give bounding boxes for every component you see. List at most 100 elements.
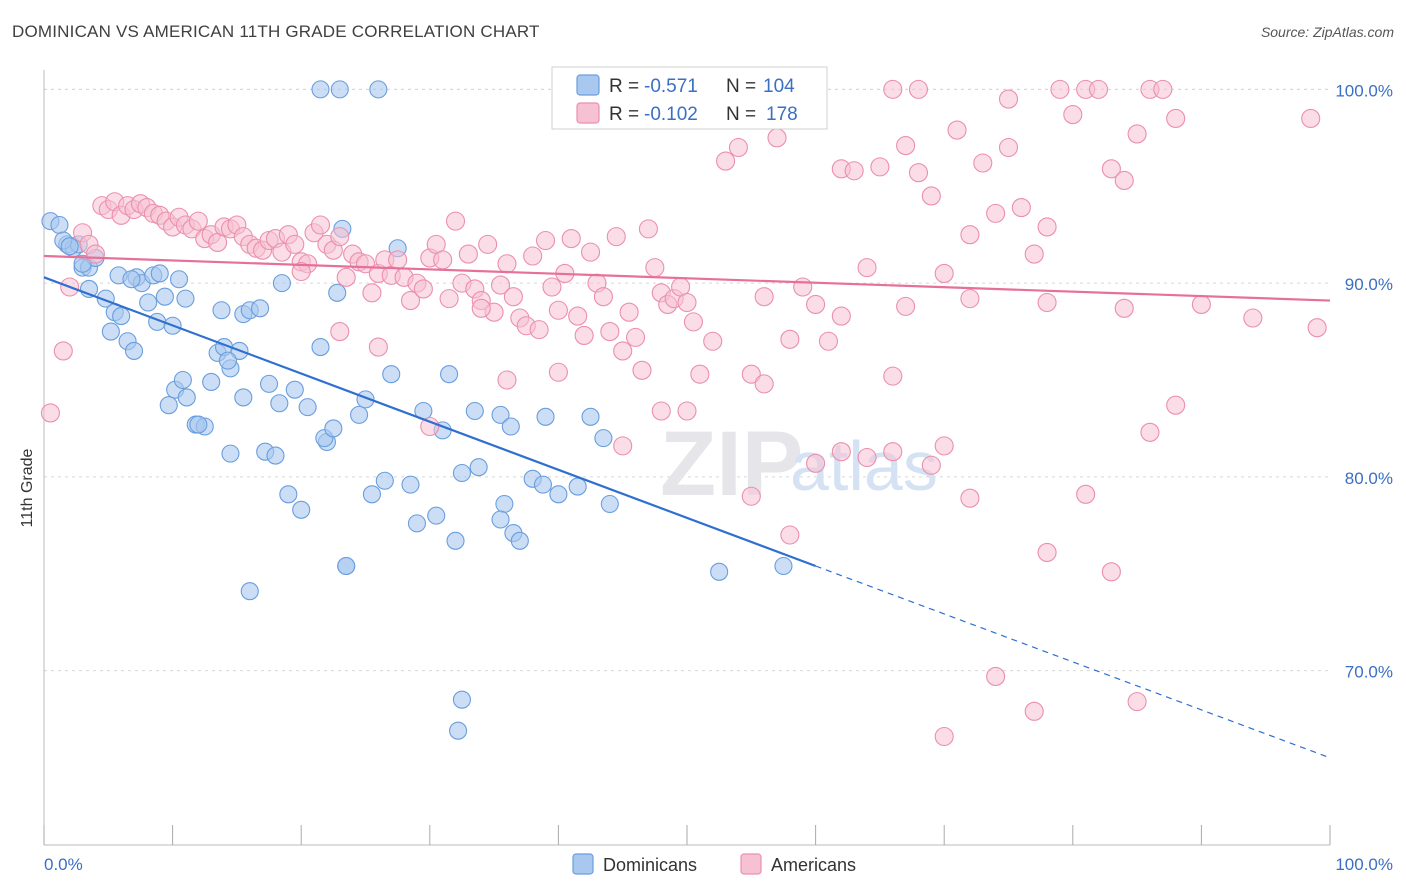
americans-point-104 [754, 374, 774, 394]
americans-point-21 [188, 211, 208, 231]
americans-point-157 [1037, 542, 1057, 562]
americans-point-81 [574, 325, 594, 345]
americans-point-124 [1011, 198, 1031, 218]
dominicans-trend-line [43, 276, 816, 568]
americans-point-70 [503, 287, 523, 307]
americans-point-84 [593, 287, 613, 307]
chart-title: DOMINICAN VS AMERICAN 11TH GRADE CORRELA… [12, 22, 540, 41]
americans-point-112 [857, 258, 877, 278]
legend-n-label-2: N = [726, 104, 756, 125]
americans-point-154 [960, 488, 980, 508]
americans-point-99 [690, 364, 710, 384]
bottom-legend: Dominicans Americans [572, 853, 856, 875]
americans-point-175 [1243, 308, 1263, 328]
y-tick-labels: 100.0% 90.0% 80.0% 70.0% [1335, 81, 1393, 681]
dominicans-point-21 [155, 287, 174, 306]
dominicans-point-49 [311, 338, 330, 357]
dominicans-point-47 [285, 380, 304, 399]
dominicans-point-48 [298, 398, 317, 417]
americans-point-82 [580, 242, 601, 262]
bottom-legend-swatch-dominicans [572, 853, 594, 875]
dominicans-point-57 [369, 80, 388, 99]
americans-point-100 [703, 331, 723, 351]
americans-point-76 [542, 277, 562, 297]
americans-point-130 [1088, 79, 1109, 99]
dominicans-point-86 [600, 494, 619, 514]
dominicans-point-85 [594, 429, 613, 448]
dominicans-point-42 [234, 388, 253, 407]
y-tick-label-80: 80.0% [1345, 469, 1393, 488]
legend-r-value-2: -0.102 [644, 104, 698, 125]
americans-point-142 [548, 362, 568, 382]
americans-point-164 [420, 416, 440, 437]
dominicans-point-81 [536, 407, 555, 426]
americans-point-69 [497, 254, 517, 274]
americans-point-116 [908, 163, 929, 183]
dominicans-point-43 [259, 374, 279, 393]
dominicans-point-40 [250, 299, 270, 318]
dominicans-trend-extension [815, 565, 1331, 759]
americans-point-170 [896, 296, 916, 316]
legend-r-label-1: R = [609, 76, 639, 97]
americans-point-173 [1114, 298, 1134, 318]
dominicans-point-69 [452, 463, 472, 483]
americans-point-146 [741, 486, 761, 506]
americans-point-59 [433, 250, 453, 270]
americans-point-52 [388, 250, 408, 270]
americans-point-97 [677, 292, 697, 313]
americans-point-145 [677, 401, 697, 421]
americans-point-123 [998, 137, 1019, 158]
americans-point-89 [626, 327, 646, 347]
dominicans-point-56 [330, 80, 349, 99]
americans-point-103 [741, 364, 761, 384]
dominicans-points [41, 80, 793, 740]
americans-point-149 [831, 442, 851, 462]
dominicans-point-98 [173, 370, 192, 390]
dominicans-point-92 [452, 690, 472, 709]
americans-points [40, 79, 1327, 747]
y-tick-label-90: 90.0% [1345, 275, 1393, 294]
americans-point-91 [638, 219, 658, 239]
americans-point-63 [458, 244, 478, 264]
americans-point-169 [831, 306, 851, 326]
dominicans-point-91 [240, 582, 259, 601]
dominicans-point-53 [328, 283, 347, 302]
americans-point-144 [651, 401, 671, 421]
dominicans-point-11 [112, 307, 131, 326]
americans-point-140 [471, 298, 491, 318]
dominicans-point-62 [362, 485, 381, 504]
americans-point-43 [330, 227, 350, 247]
dominicans-point-87 [292, 500, 311, 519]
y-tick-label-70: 70.0% [1345, 663, 1393, 682]
legend-n-value-1: 104 [763, 76, 795, 97]
americans-point-109 [818, 331, 839, 351]
americans-point-136 [1166, 108, 1186, 128]
americans-point-115 [896, 136, 916, 156]
americans-point-68 [490, 275, 511, 295]
dominicans-point-28 [177, 388, 196, 407]
dominicans-point-94 [337, 556, 356, 576]
americans-point-135 [1153, 79, 1173, 99]
americans-point-107 [793, 277, 813, 297]
dominicans-point-60 [350, 405, 369, 424]
bottom-legend-swatch-americans [740, 853, 762, 875]
americans-point-125 [1024, 244, 1044, 264]
americans-point-138 [908, 79, 929, 99]
y-axis-title: 11th Grade [19, 448, 36, 527]
americans-point-75 [535, 230, 556, 251]
americans-point-122 [986, 203, 1006, 223]
americans-point-92 [645, 258, 665, 278]
dominicans-point-90 [382, 365, 401, 384]
americans-point-60 [439, 289, 459, 309]
americans-point-168 [754, 287, 774, 307]
dominicans-point-102 [60, 237, 79, 256]
legend-swatch-blue [576, 74, 600, 96]
dominicans-point-46 [266, 446, 285, 465]
dominicans-point-61 [375, 471, 394, 490]
dominicans-point-27 [159, 396, 178, 415]
americans-point-66 [478, 234, 498, 254]
dominicans-point-67 [427, 506, 446, 525]
dominicans-point-72 [446, 531, 465, 550]
americans-point-48 [362, 283, 382, 303]
